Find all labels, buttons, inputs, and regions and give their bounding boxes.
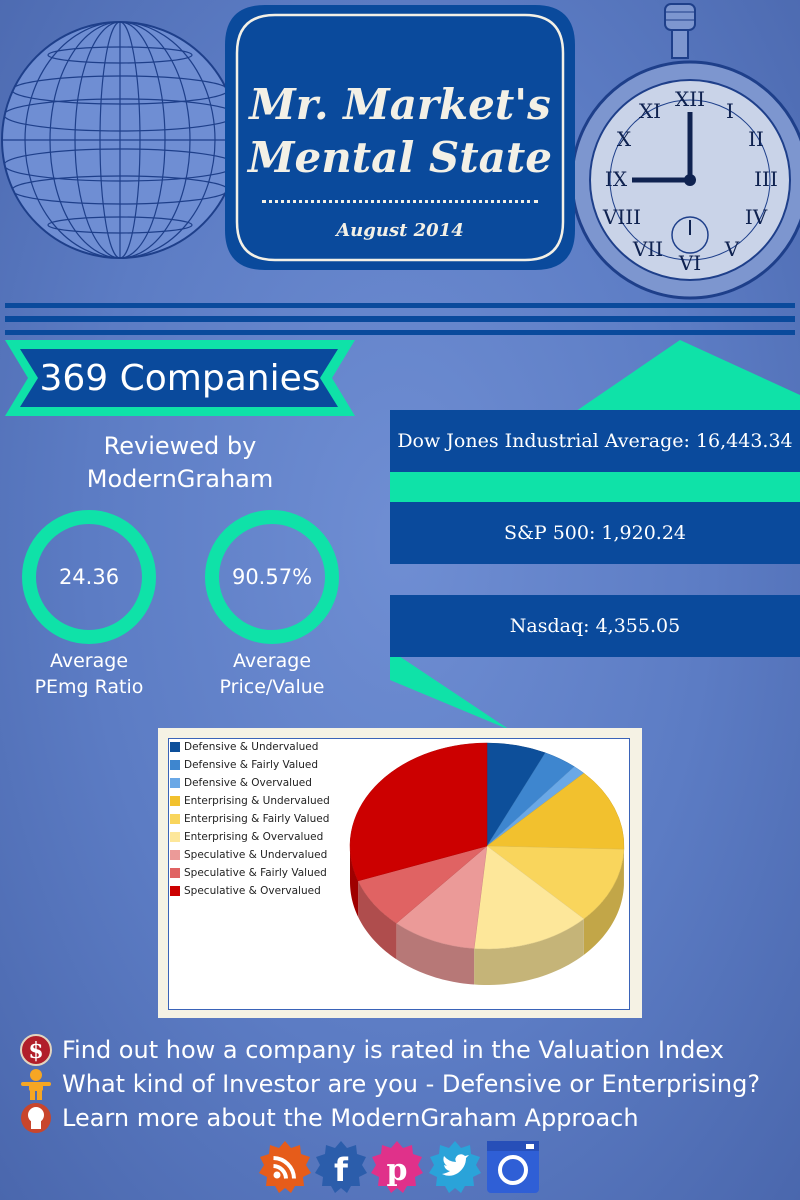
legend-entry: Enterprising & Overvalued [170,828,350,846]
legend-label: Enterprising & Fairly Valued [184,813,330,825]
legend-entry: Defensive & Overvalued [170,774,350,792]
divider-stripe [5,303,795,308]
legend-label: Defensive & Undervalued [184,741,319,753]
svg-text:XI: XI [639,99,661,123]
legend-label: Defensive & Overvalued [184,777,312,789]
pie-slice [473,845,585,950]
divider-stripe [5,316,795,322]
reviewed-by-text: Reviewed by ModernGraham [30,430,330,496]
price-value-label-line-2: Price/Value [219,676,325,698]
chart-legend: Defensive & Undervalued Defensive & Fairl… [170,738,350,900]
reviewed-by-line-2: ModernGraham [86,465,274,493]
pie-slice-side [474,918,584,985]
svg-text:I: I [726,99,734,123]
svg-text:V: V [724,237,740,261]
rss-icon[interactable] [258,1140,312,1194]
title-line-2: Mental State [247,133,552,182]
twitter-icon[interactable] [428,1140,482,1194]
pie-slice [486,845,625,920]
legend-label: Enterprising & Overvalued [184,831,324,843]
valuation-index-link[interactable]: $ Find out how a company is rated in the… [20,1032,724,1068]
svg-text:IX: IX [605,167,628,191]
legend-entry: Enterprising & Undervalued [170,792,350,810]
svg-text:XII: XII [675,87,705,111]
index-banner-sp500: S&P 500: 1,920.24 [390,502,800,564]
price-value-label-line-1: Average [232,650,312,672]
legend-entry: Speculative & Fairly Valued [170,864,350,882]
title-date: August 2014 [336,220,464,241]
legend-label: Defensive & Fairly Valued [184,759,318,771]
approach-link-text[interactable]: Learn more about the ModernGraham Approa… [62,1104,639,1132]
dollar-icon: $ [20,1034,52,1066]
index-banner-dow: Dow Jones Industrial Average: 16,443.34 [390,410,800,472]
svg-text:VIII: VIII [602,205,641,229]
divider-stripe [5,330,795,335]
legend-label: Speculative & Overvalued [184,885,321,897]
pie-slice [395,845,488,949]
investor-icon [21,1069,51,1100]
reviewed-by-line-1: Reviewed by [103,432,257,460]
pemg-label-line-1: Average [49,650,129,672]
investor-type-link-text[interactable]: What kind of Investor are you - Defensiv… [62,1070,761,1098]
legend-swatch [170,814,180,824]
price-value-label: Average Price/Value [187,648,357,700]
legend-entry: Speculative & Undervalued [170,846,350,864]
legend-swatch [170,796,180,806]
legend-entry: Enterprising & Fairly Valued [170,810,350,828]
pie-slice [349,742,488,882]
svg-text:$: $ [28,1038,43,1064]
pie-slice [486,772,625,850]
legend-label: Speculative & Fairly Valued [184,867,327,879]
title-divider [262,200,538,203]
pie-slice-side [358,880,397,960]
pocket-watch-icon: XII I II III IV V VI VII VIII IX X XI [570,3,800,300]
legend-swatch [170,886,180,896]
legend-swatch [170,868,180,878]
legend-label: Speculative & Undervalued [184,849,328,861]
legend-entry: Defensive & Fairly Valued [170,756,350,774]
svg-text:f: f [334,1151,349,1189]
svg-text:III: III [754,167,778,191]
svg-text:p: p [387,1153,408,1188]
svg-text:VI: VI [678,251,701,275]
pemg-value: 24.36 [58,565,120,589]
instagram-icon[interactable] [486,1140,540,1194]
facebook-icon[interactable]: f [314,1140,368,1194]
index-banner-nasdaq: Nasdaq: 4,355.05 [390,595,800,657]
legend-entry: Defensive & Undervalued [170,738,350,756]
svg-text:IV: IV [745,205,768,229]
pie-chart [349,742,625,985]
legend-swatch [170,742,180,752]
investor-type-link[interactable]: What kind of Investor are you - Defensiv… [20,1066,760,1102]
pemg-label-line-2: PEmg Ratio [34,676,144,698]
pemg-label: Average PEmg Ratio [4,648,174,700]
legend-label: Enterprising & Undervalued [184,795,330,807]
legend-swatch [170,832,180,842]
svg-text:II: II [748,127,764,151]
head-icon [21,1103,51,1133]
valuation-index-link-text[interactable]: Find out how a company is rated in the V… [62,1036,724,1064]
price-value-value: 90.57% [231,565,313,589]
approach-link[interactable]: Learn more about the ModernGraham Approa… [20,1100,639,1136]
title-badge [225,5,575,270]
legend-swatch [170,850,180,860]
pinterest-icon[interactable]: p [370,1140,424,1194]
svg-text:X: X [617,127,632,151]
companies-ribbon [5,340,355,416]
legend-swatch [170,760,180,770]
pie-slice-side [583,849,624,955]
companies-count: 369 Companies [39,358,321,399]
legend-entry: Speculative & Overvalued [170,882,350,900]
globe-icon [1,21,239,259]
legend-swatch [170,778,180,788]
svg-text:VII: VII [632,237,663,261]
title-line-1: Mr. Market's [249,80,551,129]
pie-slice-side [396,923,475,985]
